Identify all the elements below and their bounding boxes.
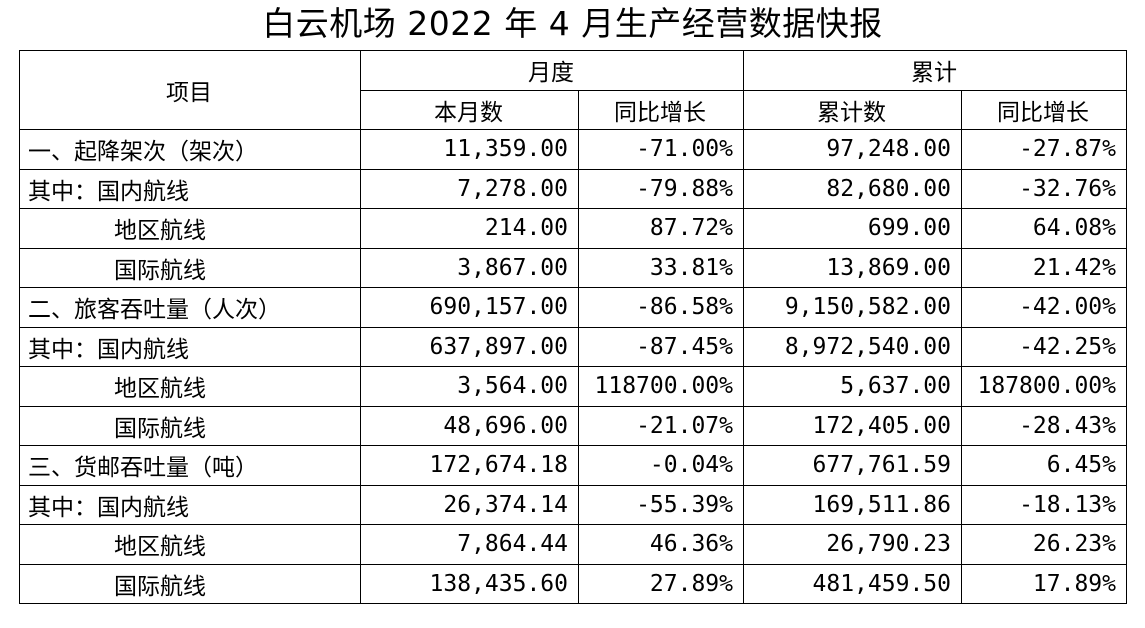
month-value: 172,674.18 [360, 445, 579, 486]
month-yoy: 118700.00% [578, 366, 744, 407]
cumulative-value: 169,511.86 [743, 484, 962, 525]
month-value: 138,435.60 [360, 563, 579, 604]
row-label: 国际航线 [19, 405, 361, 446]
table-body: 一、起降架次（架次） 11,359.00 -71.00% 97,248.00 -… [19, 129, 1127, 604]
cumulative-value: 677,761.59 [743, 445, 962, 486]
row-label: 地区航线 [19, 208, 361, 249]
header-item: 项目 [19, 50, 361, 130]
cumulative-yoy: -42.25% [961, 326, 1127, 367]
cumulative-yoy: 17.89% [961, 563, 1127, 604]
table-row: 地区航线 3,564.00 118700.00% 5,637.00 187800… [19, 366, 1127, 407]
month-value: 3,867.00 [360, 247, 579, 288]
cumulative-value: 5,637.00 [743, 366, 962, 407]
month-yoy: 87.72% [578, 208, 744, 249]
row-label: 地区航线 [19, 524, 361, 565]
row-label: 地区航线 [19, 366, 361, 407]
month-value: 48,696.00 [360, 405, 579, 446]
header-month-yoy: 同比增长 [578, 89, 744, 130]
table-row: 一、起降架次（架次） 11,359.00 -71.00% 97,248.00 -… [19, 129, 1127, 170]
table-row: 三、货邮吞吐量（吨） 172,674.18 -0.04% 677,761.59 … [19, 445, 1127, 486]
row-label: 国际航线 [19, 563, 361, 604]
month-value: 3,564.00 [360, 366, 579, 407]
cumulative-value: 8,972,540.00 [743, 326, 962, 367]
cumulative-yoy: -32.76% [961, 168, 1127, 209]
row-label: 其中：国内航线 [19, 326, 361, 367]
row-label: 二、旅客吞吐量（人次） [19, 287, 361, 328]
cumulative-value: 82,680.00 [743, 168, 962, 209]
cumulative-yoy: 21.42% [961, 247, 1127, 288]
cumulative-yoy: -27.87% [961, 129, 1127, 170]
header-month-value: 本月数 [360, 89, 579, 130]
table-row: 地区航线 214.00 87.72% 699.00 64.08% [19, 208, 1127, 249]
month-value: 7,278.00 [360, 168, 579, 209]
month-value: 214.00 [360, 208, 579, 249]
month-value: 690,157.00 [360, 287, 579, 328]
month-value: 637,897.00 [360, 326, 579, 367]
month-yoy: 27.89% [578, 563, 744, 604]
header-cumulative-yoy: 同比增长 [961, 89, 1127, 130]
header-cumulative-value: 累计数 [743, 89, 962, 130]
cumulative-yoy: 64.08% [961, 208, 1127, 249]
cumulative-yoy: 6.45% [961, 445, 1127, 486]
month-yoy: -0.04% [578, 445, 744, 486]
table-row: 其中：国内航线 7,278.00 -79.88% 82,680.00 -32.7… [19, 168, 1127, 209]
cumulative-value: 9,150,582.00 [743, 287, 962, 328]
month-value: 11,359.00 [360, 129, 579, 170]
row-label: 其中：国内航线 [19, 168, 361, 209]
month-yoy: 46.36% [578, 524, 744, 565]
month-yoy: -55.39% [578, 484, 744, 525]
row-label: 国际航线 [19, 247, 361, 288]
table-row: 其中：国内航线 637,897.00 -87.45% 8,972,540.00 … [19, 326, 1127, 367]
row-label: 三、货邮吞吐量（吨） [19, 445, 361, 486]
table-header: 项目 月度 累计 本月数 同比增长 累计数 同比增长 [19, 50, 1127, 130]
month-value: 26,374.14 [360, 484, 579, 525]
table-row: 二、旅客吞吐量（人次） 690,157.00 -86.58% 9,150,582… [19, 287, 1127, 328]
cumulative-value: 13,869.00 [743, 247, 962, 288]
table-row: 国际航线 3,867.00 33.81% 13,869.00 21.42% [19, 247, 1127, 288]
table-row: 地区航线 7,864.44 46.36% 26,790.23 26.23% [19, 524, 1127, 565]
header-cumulative-group: 累计 [743, 50, 1127, 91]
cumulative-value: 481,459.50 [743, 563, 962, 604]
report-title: 白云机场 2022 年 4 月生产经营数据快报 [262, 4, 883, 43]
table-row: 国际航线 48,696.00 -21.07% 172,405.00 -28.43… [19, 405, 1127, 446]
month-value: 7,864.44 [360, 524, 579, 565]
month-yoy: -71.00% [578, 129, 744, 170]
cumulative-value: 699.00 [743, 208, 962, 249]
table-row: 其中：国内航线 26,374.14 -55.39% 169,511.86 -18… [19, 484, 1127, 525]
month-yoy: -87.45% [578, 326, 744, 367]
cumulative-yoy: 26.23% [961, 524, 1127, 565]
row-label: 一、起降架次（架次） [19, 129, 361, 170]
cumulative-yoy: -18.13% [961, 484, 1127, 525]
report-table: 项目 月度 累计 本月数 同比增长 累计数 同比增长 一、起降架次（架次） 11… [19, 50, 1127, 604]
month-yoy: -86.58% [578, 287, 744, 328]
cumulative-value: 26,790.23 [743, 524, 962, 565]
cumulative-yoy: 187800.00% [961, 366, 1127, 407]
cumulative-value: 97,248.00 [743, 129, 962, 170]
header-month-group: 月度 [360, 50, 744, 91]
month-yoy: -21.07% [578, 405, 744, 446]
cumulative-value: 172,405.00 [743, 405, 962, 446]
row-label: 其中：国内航线 [19, 484, 361, 525]
month-yoy: 33.81% [578, 247, 744, 288]
month-yoy: -79.88% [578, 168, 744, 209]
cumulative-yoy: -42.00% [961, 287, 1127, 328]
table-row: 国际航线 138,435.60 27.89% 481,459.50 17.89% [19, 563, 1127, 604]
cumulative-yoy: -28.43% [961, 405, 1127, 446]
